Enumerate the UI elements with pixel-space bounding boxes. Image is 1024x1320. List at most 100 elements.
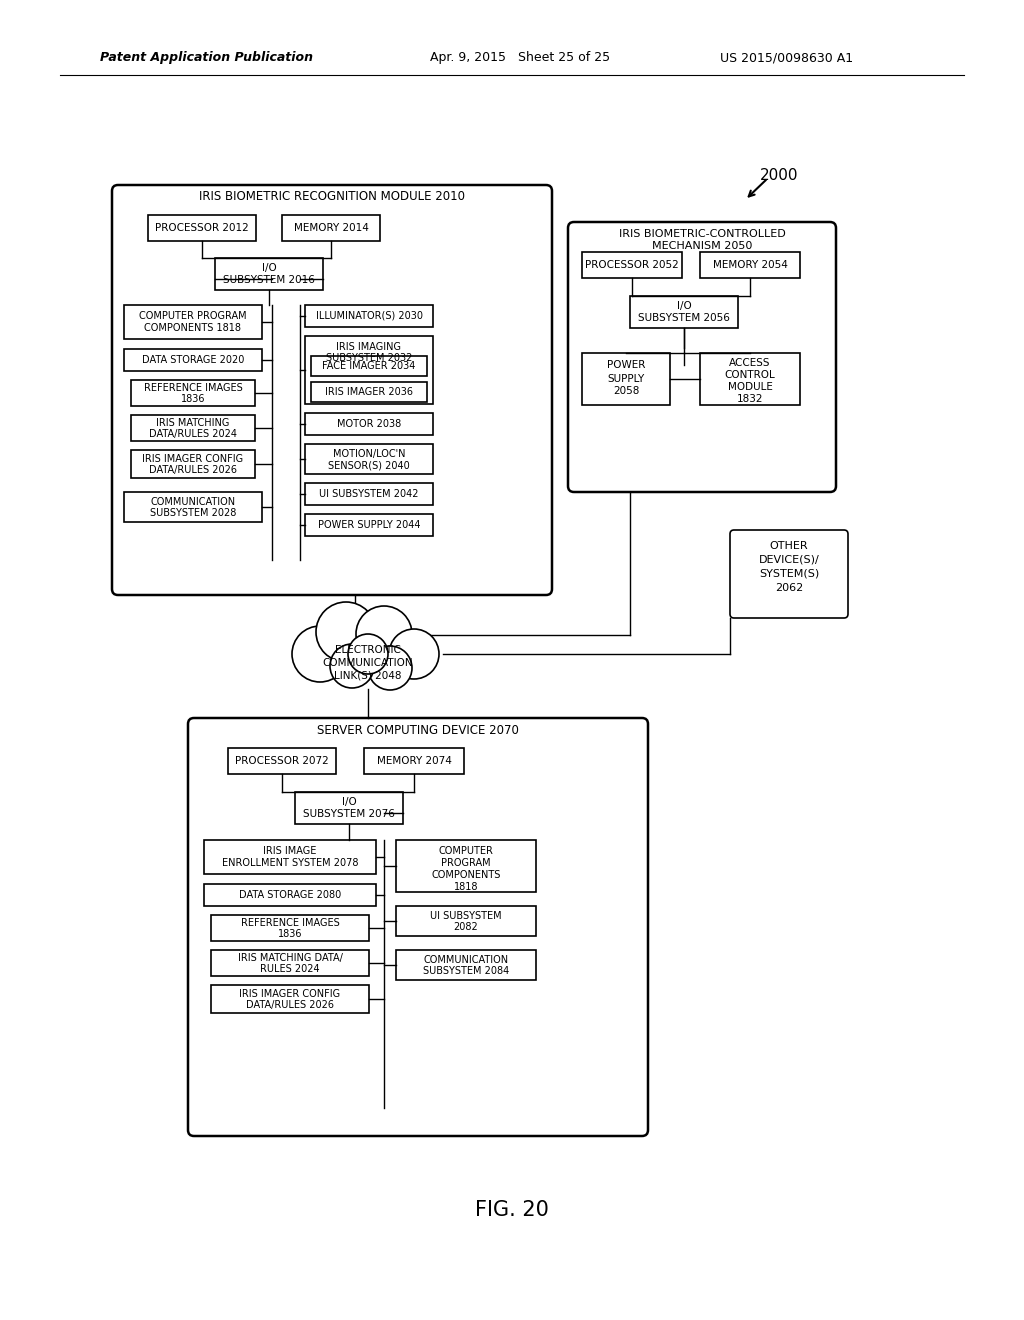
Text: IRIS BIOMETRIC RECOGNITION MODULE 2010: IRIS BIOMETRIC RECOGNITION MODULE 2010 [199,190,465,203]
Bar [228,748,336,774]
Text: ELECTRONIC: ELECTRONIC [335,645,401,655]
Bar [295,792,403,824]
Circle shape [348,634,388,675]
Text: IRIS MATCHING: IRIS MATCHING [157,418,229,428]
Text: CONTROL: CONTROL [725,370,775,380]
Text: REFERENCE IMAGES: REFERENCE IMAGES [241,917,339,928]
Bar [305,444,433,474]
Circle shape [316,602,376,663]
Text: UI SUBSYSTEM 2042: UI SUBSYSTEM 2042 [319,488,419,499]
Circle shape [292,626,348,682]
Bar [148,215,256,242]
Bar [582,252,682,279]
Bar [305,305,433,327]
Text: DEVICE(S)/: DEVICE(S)/ [759,554,819,565]
Bar [305,413,433,436]
Bar [311,356,427,376]
Bar [124,305,262,339]
Bar [131,380,255,407]
Text: FACE IMAGER 2034: FACE IMAGER 2034 [323,360,416,371]
Text: FIG. 20: FIG. 20 [475,1200,549,1220]
Bar [630,296,738,327]
Text: COMMUNICATION: COMMUNICATION [151,498,236,507]
Bar [211,950,369,975]
Bar [700,352,800,405]
Text: SUBSYSTEM 2016: SUBSYSTEM 2016 [223,275,315,285]
Text: POWER: POWER [607,360,645,370]
FancyBboxPatch shape [568,222,836,492]
Bar [131,414,255,441]
Circle shape [356,606,412,663]
Bar [282,215,380,242]
Text: US 2015/0098630 A1: US 2015/0098630 A1 [720,51,853,65]
Text: 2082: 2082 [454,921,478,932]
Text: 1832: 1832 [736,393,763,404]
Text: DATA/RULES 2026: DATA/RULES 2026 [150,465,237,475]
Text: SUBSYSTEM 2028: SUBSYSTEM 2028 [150,508,237,517]
Text: SUBSYSTEM 2032: SUBSYSTEM 2032 [326,352,413,363]
Text: IRIS MATCHING DATA/: IRIS MATCHING DATA/ [238,953,342,964]
Text: MOTION/LOC'N: MOTION/LOC'N [333,449,406,459]
Bar [124,348,262,371]
FancyBboxPatch shape [188,718,648,1137]
Circle shape [368,645,412,690]
Text: IRIS IMAGER CONFIG: IRIS IMAGER CONFIG [240,989,341,999]
Text: COMPUTER: COMPUTER [438,846,494,855]
Circle shape [330,644,374,688]
Text: 2058: 2058 [612,385,639,396]
Text: PROCESSOR 2012: PROCESSOR 2012 [155,223,249,234]
Text: I/O: I/O [677,301,691,312]
Text: POWER SUPPLY 2044: POWER SUPPLY 2044 [317,520,420,531]
Bar [582,352,670,405]
Bar [204,884,376,906]
Text: MODULE: MODULE [728,381,772,392]
Text: IRIS BIOMETRIC-CONTROLLED: IRIS BIOMETRIC-CONTROLLED [618,228,785,239]
Text: 2062: 2062 [775,583,803,593]
Bar [311,381,427,403]
Text: IRIS IMAGE: IRIS IMAGE [263,846,316,855]
Bar [364,748,464,774]
Text: SENSOR(S) 2040: SENSOR(S) 2040 [328,459,410,470]
Bar [124,492,262,521]
Text: SUBSYSTEM 2084: SUBSYSTEM 2084 [423,966,509,975]
Bar [305,513,433,536]
Text: RULES 2024: RULES 2024 [260,964,319,974]
Text: I/O: I/O [261,263,276,273]
Text: SYSTEM(S): SYSTEM(S) [759,569,819,579]
Bar [215,257,323,290]
Bar [396,906,536,936]
Text: MEMORY 2014: MEMORY 2014 [294,223,369,234]
Text: SUBSYSTEM 2056: SUBSYSTEM 2056 [638,313,730,323]
Text: ACCESS: ACCESS [729,358,771,368]
Bar [305,483,433,506]
FancyBboxPatch shape [112,185,552,595]
Text: IRIS IMAGER CONFIG: IRIS IMAGER CONFIG [142,454,244,465]
Text: DATA STORAGE 2020: DATA STORAGE 2020 [141,355,244,366]
Text: MEMORY 2054: MEMORY 2054 [713,260,787,271]
Text: 1836: 1836 [181,393,205,404]
Text: IRIS IMAGING: IRIS IMAGING [337,342,401,352]
Text: COMMUNICATION: COMMUNICATION [424,954,509,965]
Text: MOTOR 2038: MOTOR 2038 [337,418,401,429]
Text: OTHER: OTHER [770,541,808,550]
Text: PROCESSOR 2072: PROCESSOR 2072 [236,756,329,766]
Text: COMMUNICATION: COMMUNICATION [323,657,414,668]
Text: DATA/RULES 2024: DATA/RULES 2024 [150,429,237,440]
Text: SUPPLY: SUPPLY [607,374,645,384]
Circle shape [389,630,439,678]
Text: IRIS IMAGER 2036: IRIS IMAGER 2036 [325,387,413,397]
Text: COMPONENTS 1818: COMPONENTS 1818 [144,323,242,333]
Bar [211,985,369,1012]
Text: REFERENCE IMAGES: REFERENCE IMAGES [143,383,243,393]
Text: 1818: 1818 [454,882,478,892]
Text: SUBSYSTEM 2076: SUBSYSTEM 2076 [303,809,395,818]
Bar [396,950,536,979]
Text: DATA/RULES 2026: DATA/RULES 2026 [246,1001,334,1010]
Bar [305,337,433,404]
Text: Apr. 9, 2015   Sheet 25 of 25: Apr. 9, 2015 Sheet 25 of 25 [430,51,610,65]
Bar [700,252,800,279]
Text: PROGRAM: PROGRAM [441,858,490,869]
Text: MEMORY 2074: MEMORY 2074 [377,756,452,766]
Text: COMPUTER PROGRAM: COMPUTER PROGRAM [139,312,247,321]
Bar [204,840,376,874]
